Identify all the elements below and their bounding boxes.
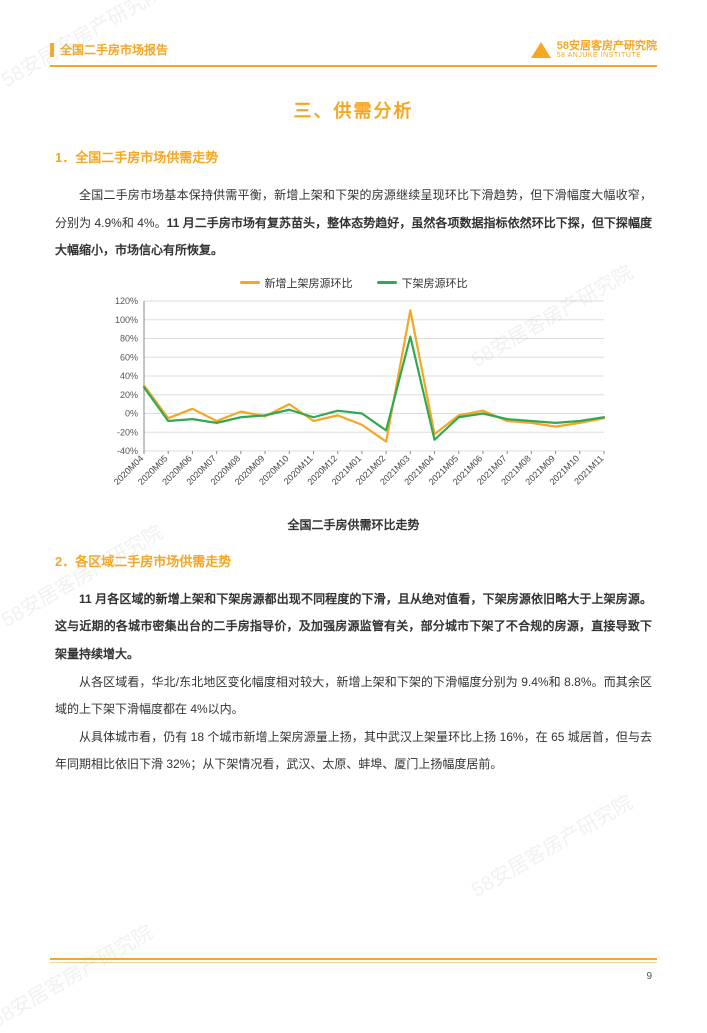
svg-text:-20%: -20% [116,427,137,437]
svg-text:40%: 40% [119,371,137,381]
page-number: 9 [646,971,652,982]
brand-name: 58安居客房产研究院 [557,40,657,52]
legend-item-2: 下架房源环比 [377,275,468,291]
legend-label-1: 新增上架房源环比 [265,275,353,291]
legend-item-1: 新增上架房源环比 [240,275,353,291]
header-accent-bar [50,43,54,57]
chart-legend: 新增上架房源环比 下架房源环比 [94,275,614,291]
svg-text:80%: 80% [119,333,137,343]
chart-caption: 全国二手房供需环比走势 [94,516,614,533]
legend-swatch-2 [377,281,397,284]
paragraph-2: 11 月各区域的新增上架和下架房源都出现不同程度的下滑，且从绝对值看，下架房源依… [55,586,652,669]
svg-text:20%: 20% [119,390,137,400]
brand-logo: 58安居客房产研究院 58 ANJUKE INSTITUTE [531,40,657,59]
svg-text:100%: 100% [114,315,137,325]
report-title: 全国二手房市场报告 [60,41,168,58]
svg-text:-40%: -40% [116,446,137,456]
footer-rule [50,958,657,960]
watermark: 58安居客房产研究院 [465,786,637,902]
svg-text:0%: 0% [124,408,137,418]
subheading-2: 2．各区域二手房市场供需走势 [55,551,652,570]
paragraph-3: 从各区域看，华北/东北地区变化幅度相对较大，新增上架和下架的下滑幅度分别为 9.… [55,669,652,724]
header-rule [50,65,657,67]
chart-svg: -40%-20%0%20%40%60%80%100%120%2020M04202… [94,295,614,505]
paragraph-4: 从具体城市看，仍有 18 个城市新增上架房源量上扬，其中武汉上架量环比上扬 16… [55,724,652,779]
section-title: 三、供需分析 [55,97,652,123]
paragraph-1: 全国二手房市场基本保持供需平衡，新增上架和下架的房源继续呈现环比下滑趋势，但下滑… [55,182,652,265]
supply-demand-chart: 新增上架房源环比 下架房源环比 -40% -20% 0% 20% 40% 60% 80% 10… [94,275,614,533]
subheading-1: 1．全国二手房市场供需走势 [55,147,652,166]
legend-swatch-1 [240,281,260,284]
footer-rule-thin [50,962,657,963]
page-header: 全国二手房市场报告 58安居客房产研究院 58 ANJUKE INSTITUTE [0,0,707,59]
header-left: 全国二手房市场报告 [50,41,168,58]
watermark: 58安居客房产研究院 [0,916,157,1032]
svg-text:60%: 60% [119,352,137,362]
para2-bold: 11 月各区域的新增上架和下架房源都出现不同程度的下滑，且从绝对值看，下架房源依… [55,592,652,661]
svg-text:120%: 120% [114,296,137,306]
legend-label-2: 下架房源环比 [402,275,468,291]
brand-sub: 58 ANJUKE INSTITUTE [557,52,657,59]
logo-triangle-icon [531,42,551,58]
main-content: 三、供需分析 1．全国二手房市场供需走势 全国二手房市场基本保持供需平衡，新增上… [0,97,707,779]
